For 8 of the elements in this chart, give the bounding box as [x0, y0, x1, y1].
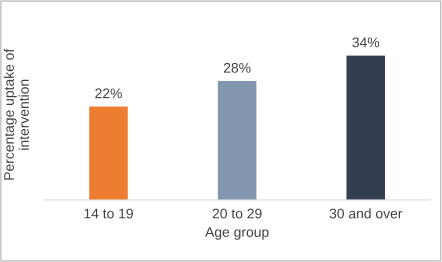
- x-tick-label: 20 to 29: [212, 208, 262, 218]
- x-axis-title: Age group: [205, 227, 269, 240]
- data-label: 34%: [352, 37, 380, 48]
- data-label: 28%: [224, 62, 251, 73]
- x-tick-label: 14 to 19: [84, 208, 133, 218]
- x-tick-label: 30 and over: [330, 208, 402, 218]
- y-axis-title: Percentage uptake of intervention: [4, 48, 29, 180]
- data-label: 22%: [95, 88, 122, 98]
